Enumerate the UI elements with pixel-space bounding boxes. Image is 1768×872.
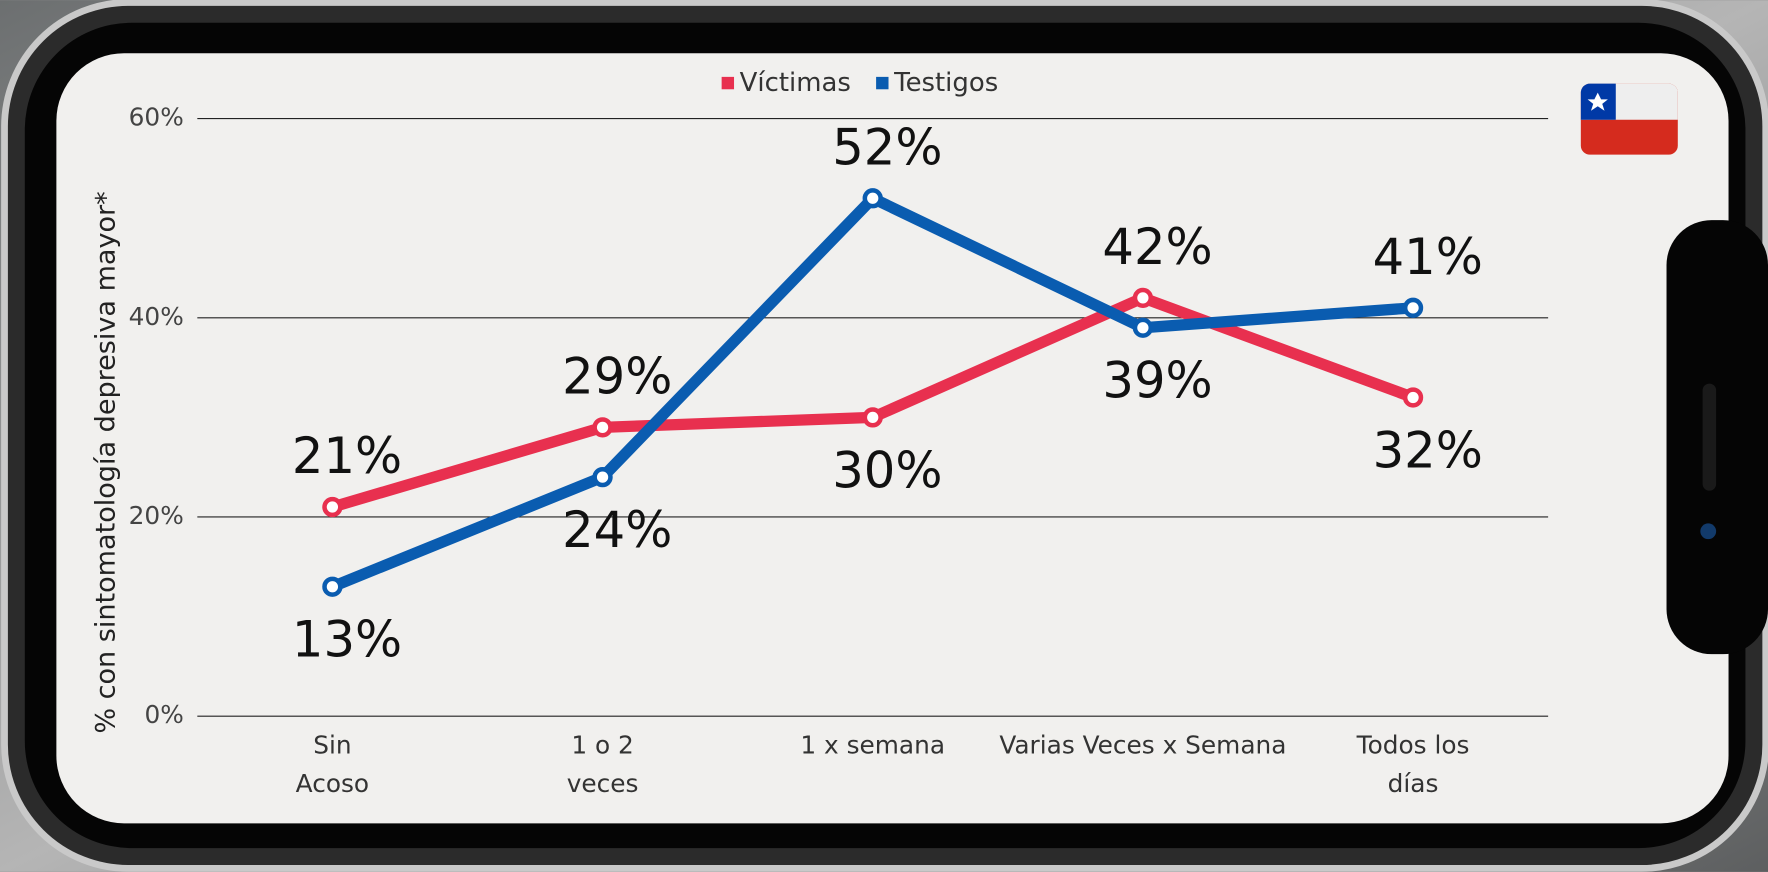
value-label: 21% — [292, 427, 402, 485]
value-label: 29% — [562, 347, 672, 405]
x-tick-label: Varias Veces x Semana — [999, 731, 1286, 760]
value-label: 13% — [292, 611, 402, 669]
notch — [1666, 220, 1768, 655]
x-tick-label: 1 o 2 — [571, 731, 634, 760]
x-tick-label: veces — [567, 769, 639, 798]
point — [1402, 297, 1424, 318]
point — [862, 407, 883, 428]
point — [592, 467, 613, 488]
point — [592, 417, 613, 438]
x-tick-label: Sin — [313, 731, 351, 760]
x-tick-label: Acoso — [296, 769, 369, 798]
point — [1132, 287, 1154, 309]
legend-swatch — [876, 76, 889, 90]
point — [862, 188, 883, 209]
value-label: 24% — [562, 501, 672, 559]
legend-swatch — [721, 76, 735, 90]
x-tick-label: 1 x semana — [800, 731, 945, 760]
speaker — [1702, 383, 1717, 491]
screen — [56, 53, 1729, 824]
y-tick-label: 20% — [129, 501, 184, 530]
flag — [1580, 83, 1678, 155]
y-axis-title: % con sintomatología depresiva mayor* — [91, 191, 122, 733]
camera — [1700, 523, 1717, 540]
point — [322, 576, 343, 597]
legend-label: Testigos — [893, 68, 998, 98]
value-label: 32% — [1373, 421, 1483, 479]
flag-star — [1587, 92, 1608, 111]
y-tick-label: 60% — [129, 103, 184, 132]
y-tick-label: 40% — [129, 302, 184, 331]
value-label: 52% — [832, 118, 942, 176]
plot: 0% 20% 40% 60% Sin Acoso 1 o 2 veces 1 x semana V… — [129, 68, 1549, 798]
x-tick-label: días — [1388, 769, 1439, 798]
point — [1132, 317, 1154, 338]
value-label: 41% — [1373, 228, 1483, 286]
point — [1402, 387, 1424, 408]
value-label: 42% — [1102, 218, 1212, 276]
legend-label: Víctimas — [740, 68, 851, 98]
x-tick-label: Todos los — [1356, 731, 1470, 760]
point — [322, 496, 343, 518]
y-tick-label: 0% — [144, 700, 183, 729]
value-label: 30% — [832, 441, 942, 499]
value-label: 39% — [1102, 352, 1212, 410]
